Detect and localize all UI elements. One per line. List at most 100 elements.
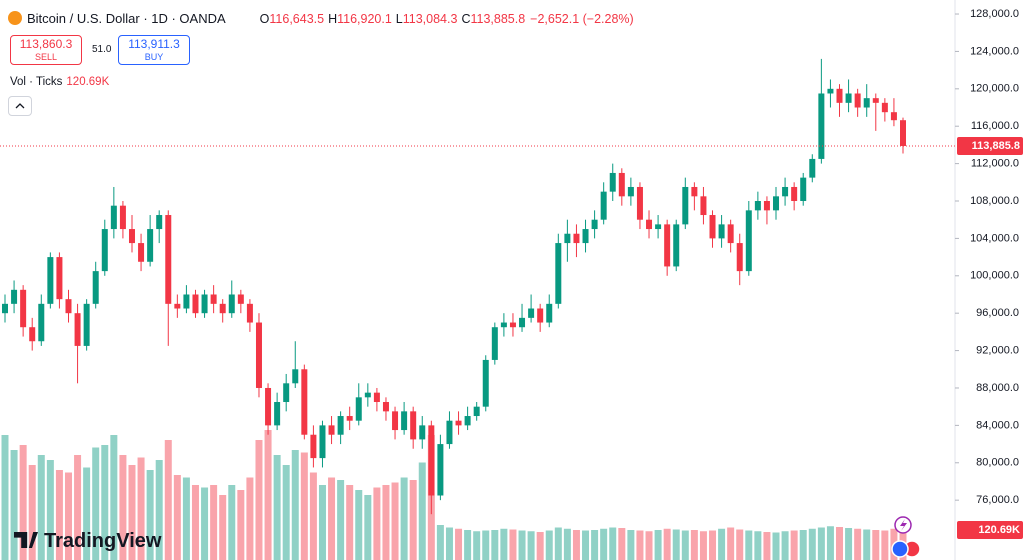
volume-bar [491,530,499,560]
volume-bar [355,490,363,560]
volume-bar [436,525,444,560]
candle-body [38,303,45,342]
y-tick-label: 116,000.0 [971,120,1019,132]
volume-bar [591,530,599,560]
volume-legend-label: Vol · Ticks [10,76,63,88]
volume-bar [881,530,889,560]
candle-body [210,294,217,304]
sell-button[interactable]: 113,860.3 SELL [10,35,82,65]
y-tick-label: 96,000.0 [976,307,1019,319]
ohlc-value: 116,643.5 [269,12,325,26]
candle-body [119,205,126,230]
candle-body [128,229,135,244]
volume-bar [699,531,707,560]
volume-bar [600,528,608,560]
ohlc-value: 113,885.8 [470,12,526,26]
volume-bar [790,530,798,560]
candle-body [618,172,625,197]
collapse-button[interactable] [8,96,32,116]
volume-bar [37,455,45,560]
candle-body [800,177,807,202]
y-tick-label: 80,000.0 [976,457,1019,469]
y-tick-label: 128,000.0 [970,8,1019,20]
volume-bar [781,531,789,560]
candle-body [92,271,99,304]
volume-bar [808,528,816,560]
y-tick-label: 88,000.0 [976,382,1019,394]
volume-bar [681,530,689,560]
volume-bar [373,487,381,560]
candle-body [455,420,462,426]
volume-bar [473,531,481,560]
volume-bar [146,470,154,560]
candle-body [192,294,199,314]
volume-bar [137,457,145,560]
volume-bar [164,440,172,560]
candle-body [509,322,516,328]
candle-body [636,186,643,220]
candle-body [83,303,90,346]
volume-bar [618,528,626,560]
volume-bar [400,477,408,560]
volume-bar [128,465,136,560]
volume-bar [418,462,426,560]
ohlc-value: 113,084.3 [402,12,458,26]
volume-bar [264,430,272,560]
volume-bar [645,531,653,560]
volume-bar [173,475,181,560]
volume-bar [46,460,54,560]
bitcoin-icon [8,11,22,25]
ohlc-values: O116,643.5 H116,920.1 L113,084.3 C113,885.8… [256,12,634,26]
volume-bar [455,528,463,560]
candle-body [355,397,362,421]
candle-body [292,369,299,384]
candle-body [582,229,589,244]
candle-body [700,196,707,216]
volume-bar [836,527,844,560]
candle-body [818,93,825,159]
candle-body [464,416,471,426]
ohlc-key: L [395,12,403,26]
candle-body [854,93,861,108]
candle-body [74,313,81,346]
volume-bar [482,530,490,560]
logo-text: TradingView [44,530,162,552]
candle-body [337,416,344,435]
candle-body [29,327,36,342]
volume-bar [718,528,726,560]
volume-bar [191,485,199,560]
candle-body [627,186,634,197]
candle-body [274,402,281,426]
sell-price: 113,860.3 [19,37,73,51]
volume-bar [745,530,753,560]
spread: 51.0 [92,44,112,55]
volume-bar [709,530,717,560]
candle-body [364,392,371,398]
change: −2,652.1 (−2.28%) [530,12,634,26]
candle-body [283,383,290,403]
buy-button[interactable]: 113,911.3 BUY [118,35,190,65]
volume-bar [74,455,82,560]
volume-bar [627,530,635,560]
candle-body [265,387,272,426]
candle-body [47,257,54,304]
logo-mark [14,532,38,548]
candle-body [373,392,380,403]
volume-bar [1,435,9,560]
volume-bar [518,530,526,560]
candle-body [691,186,698,197]
volume-bar [391,482,399,560]
volume-bar [845,528,853,560]
candle-body [473,406,480,417]
volume-bar [201,487,209,560]
candle-body [754,201,761,211]
candle-body [600,191,607,220]
volume-bar [772,532,780,560]
volume-bar [636,530,644,560]
candle-body [255,322,262,388]
candle-body [101,229,108,272]
collapse-icon [15,103,25,109]
ohlc-key: C [461,12,471,26]
volume-bar [445,527,453,560]
candle-body [564,233,571,244]
